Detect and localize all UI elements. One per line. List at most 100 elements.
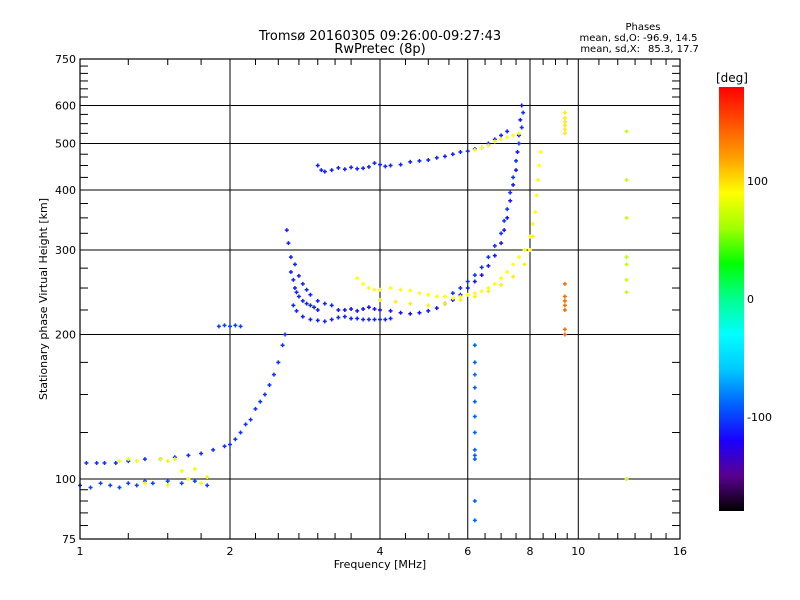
echo-point [315, 307, 320, 312]
echo-point [165, 479, 170, 484]
echo-point [472, 279, 477, 284]
echo-point [336, 165, 341, 170]
echo-point [562, 294, 567, 299]
echo-point [233, 437, 238, 442]
echo-point [519, 125, 524, 130]
echo-point [624, 477, 629, 482]
echo-point [486, 286, 491, 291]
echo-point [472, 372, 477, 377]
echo-point [479, 265, 484, 270]
echo-point [472, 430, 477, 435]
echo-point [511, 175, 516, 180]
echo-point [366, 305, 371, 310]
stats-o-value: -96.9, 14.5 [643, 33, 698, 44]
echo-point [372, 287, 377, 292]
echo-point [398, 287, 403, 292]
echo-point [514, 158, 519, 163]
echo-point [349, 165, 354, 170]
echo-point [329, 303, 334, 308]
echo-point [458, 294, 463, 299]
x-tick-label: 8 [527, 545, 534, 558]
echo-point [486, 255, 491, 260]
echo-point [502, 218, 507, 223]
echo-point [383, 164, 388, 169]
echo-point [312, 305, 317, 310]
echo-point [296, 294, 301, 299]
echo-point [562, 110, 567, 115]
y-tick-label: 300 [55, 244, 76, 257]
echo-point [288, 269, 293, 274]
echo-point [329, 168, 334, 173]
echo-point [88, 485, 93, 490]
echo-point [300, 281, 305, 286]
echo-point [94, 460, 99, 465]
echo-point [294, 308, 299, 313]
echo-point [472, 273, 477, 278]
data-points [78, 103, 629, 523]
echo-point [319, 168, 324, 173]
echo-point [530, 221, 535, 226]
echo-point [534, 193, 539, 198]
echo-point [562, 131, 567, 136]
colorbar-tick-label: 100 [747, 175, 768, 188]
echo-point [492, 253, 497, 258]
echo-point [355, 166, 360, 171]
echo-point [393, 299, 398, 304]
echo-point [117, 459, 122, 464]
echo-point [349, 307, 354, 312]
echo-point [434, 155, 439, 160]
echo-point [102, 460, 107, 465]
echo-point [179, 468, 184, 473]
echo-point [211, 447, 216, 452]
echo-point [179, 481, 184, 486]
echo-point [372, 161, 377, 166]
echo-point [562, 327, 567, 332]
echo-point [508, 198, 513, 203]
echo-point [522, 248, 527, 253]
echo-point [472, 498, 477, 503]
echo-point [514, 168, 519, 173]
echo-point [172, 457, 177, 462]
echo-point [336, 307, 341, 312]
plot-frame [79, 58, 681, 540]
echo-point [165, 459, 170, 464]
echo-point [361, 281, 366, 286]
x-tick-label: 4 [377, 545, 384, 558]
echo-point [388, 316, 393, 321]
echo-point [624, 129, 629, 134]
echo-point [388, 286, 393, 291]
echo-point [262, 392, 267, 397]
echo-point [434, 294, 439, 299]
echo-point [165, 483, 170, 488]
echo-point [199, 481, 204, 486]
echo-point [450, 152, 455, 157]
echo-point [417, 310, 422, 315]
x-tick-label: 16 [673, 545, 687, 558]
echo-point [562, 127, 567, 132]
chart-subtitle: RwPretec (8p) [334, 42, 425, 57]
echo-point [355, 308, 360, 313]
echo-point [472, 518, 477, 523]
echo-point [486, 289, 491, 294]
echo-point [142, 481, 147, 486]
echo-point [535, 177, 540, 182]
echo-point [199, 451, 204, 456]
echo-point [228, 442, 232, 447]
echo-point [458, 286, 463, 291]
x-tick-label: 1 [77, 545, 84, 558]
echo-point [472, 453, 477, 458]
echo-point [516, 141, 521, 146]
stats-x-value: 85.3, 17.7 [648, 44, 699, 55]
chart-title: Tromsø 20160305 09:26:00-09:27:43 [258, 29, 501, 44]
echo-point [238, 324, 243, 329]
echo-point [499, 276, 504, 281]
echo-point [458, 298, 463, 303]
echo-point [479, 273, 484, 278]
echo-point [300, 298, 305, 303]
echo-point [238, 430, 243, 435]
echo-point [426, 158, 431, 163]
echo-point [530, 234, 535, 239]
echo-point [450, 291, 455, 296]
echo-point [562, 281, 567, 286]
echo-point [479, 145, 484, 150]
